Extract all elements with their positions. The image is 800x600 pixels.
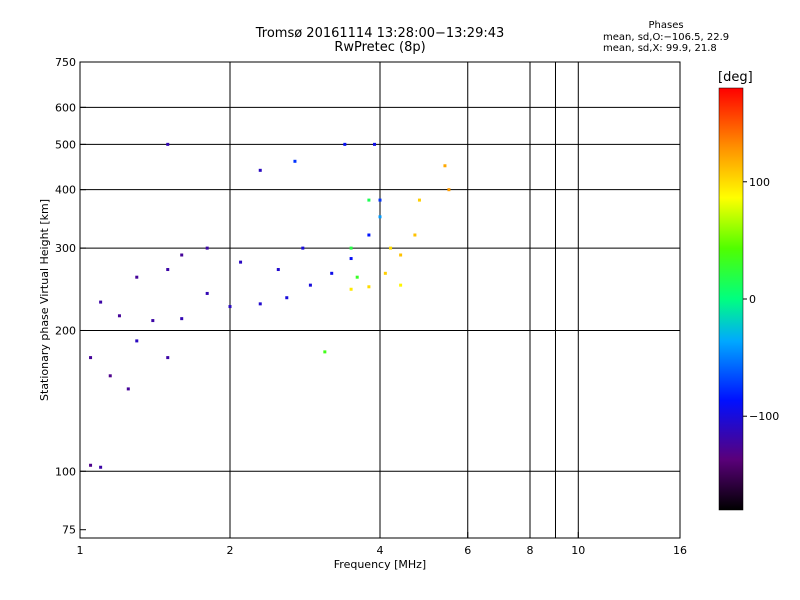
data-point xyxy=(205,291,209,295)
data-point xyxy=(180,317,184,321)
y-tick-label: 100 xyxy=(55,465,76,478)
data-point xyxy=(301,246,305,250)
data-point xyxy=(258,302,262,306)
data-point xyxy=(399,253,403,257)
y-axis-label: Stationary phase Virtual Height [km] xyxy=(38,199,51,401)
y-tick-label: 75 xyxy=(62,524,76,537)
data-points xyxy=(89,142,451,469)
x-axis: 1 2 4 6 8 10 16 xyxy=(77,532,687,557)
data-point xyxy=(166,268,170,272)
data-point xyxy=(349,257,353,261)
data-point xyxy=(330,271,334,275)
data-point xyxy=(413,233,417,237)
x-tick-label: 4 xyxy=(377,544,384,557)
data-point xyxy=(373,142,377,146)
data-point xyxy=(389,246,393,250)
data-point xyxy=(239,260,243,264)
grid-lines xyxy=(79,62,681,538)
data-point xyxy=(108,374,112,378)
x-tick-label: 1 xyxy=(77,544,84,557)
data-point xyxy=(89,463,93,467)
colorbar-tick-label: 0 xyxy=(749,293,756,306)
y-tick-label: 400 xyxy=(55,184,76,197)
data-point xyxy=(323,350,327,354)
stats-heading: Phases xyxy=(648,20,684,31)
phase-statistics: Phases mean, sd,O:−106.5, 22.9 mean, sd,… xyxy=(603,20,729,55)
data-point xyxy=(349,287,353,291)
colorbar-axis: 100 0 −100 xyxy=(743,176,779,423)
x-tick-label: 10 xyxy=(571,544,585,557)
data-point xyxy=(355,275,359,279)
data-point xyxy=(276,268,280,272)
data-point xyxy=(399,283,403,287)
chart-subtitle: RwPretec (8p) xyxy=(334,40,426,55)
x-tick-label: 16 xyxy=(673,544,687,557)
data-point xyxy=(417,198,421,202)
data-point xyxy=(349,246,353,250)
stats-x-mode: mean, sd,X: 99.9, 21.8 xyxy=(603,43,717,54)
data-point xyxy=(135,339,139,343)
y-tick-label: 300 xyxy=(55,242,76,255)
data-point xyxy=(228,305,232,309)
data-point xyxy=(367,198,371,202)
data-point xyxy=(378,215,382,219)
data-point xyxy=(117,314,121,318)
x-axis-label: Frequency [MHz] xyxy=(334,558,426,571)
y-tick-label: 750 xyxy=(55,56,76,69)
data-point xyxy=(383,271,387,275)
data-point xyxy=(443,164,447,168)
stats-o-mode: mean, sd,O:−106.5, 22.9 xyxy=(603,31,730,43)
data-point xyxy=(99,300,103,304)
data-point xyxy=(367,285,371,289)
data-point xyxy=(447,188,451,192)
colorbar-tick-label: −100 xyxy=(749,410,779,423)
data-point xyxy=(367,233,371,237)
colorbar-unit: [deg] xyxy=(718,70,753,85)
data-point xyxy=(285,296,289,300)
y-axis: 75 100 200 300 400 500 600 750 xyxy=(55,56,86,537)
data-point xyxy=(126,387,130,391)
data-point xyxy=(343,142,347,146)
x-tick-label: 2 xyxy=(227,544,234,557)
y-tick-label: 200 xyxy=(55,324,76,337)
data-point xyxy=(308,283,312,287)
data-point xyxy=(99,465,103,469)
colorbar xyxy=(718,87,744,511)
data-point xyxy=(89,356,93,360)
chart-title: Tromsø 20161114 13:28:00−13:29:43 xyxy=(255,26,505,41)
data-point xyxy=(151,319,155,323)
data-point xyxy=(378,198,382,202)
data-point xyxy=(135,275,139,279)
data-point xyxy=(166,142,170,146)
data-point xyxy=(293,159,297,163)
y-tick-label: 600 xyxy=(55,101,76,114)
data-point xyxy=(166,356,170,360)
x-tick-label: 6 xyxy=(464,544,471,557)
data-point xyxy=(180,253,184,257)
data-point xyxy=(205,246,209,250)
data-point xyxy=(258,168,262,172)
y-tick-label: 500 xyxy=(55,138,76,151)
colorbar-tick-label: 100 xyxy=(749,176,770,189)
x-tick-label: 8 xyxy=(527,544,534,557)
